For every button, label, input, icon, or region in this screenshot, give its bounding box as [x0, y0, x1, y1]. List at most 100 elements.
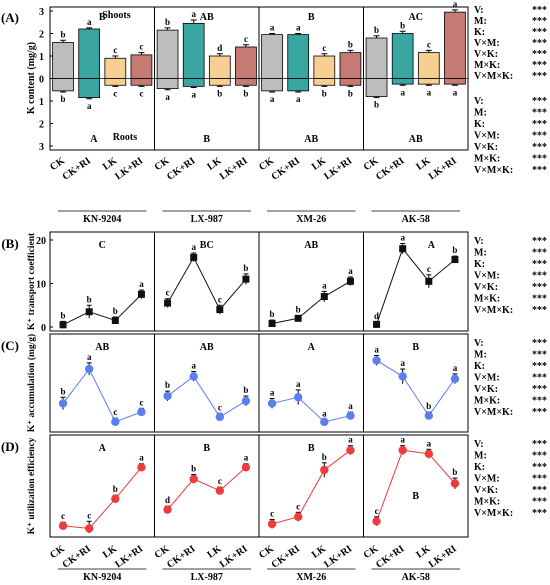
x-tick-label: CK+RI: [270, 155, 302, 182]
group-name: KN-9204: [83, 572, 121, 583]
significance-letter: a: [139, 453, 144, 463]
x-tick-label: LK+RI: [427, 543, 459, 570]
series-line: [167, 256, 247, 311]
shoots-label: Shoots: [102, 10, 130, 21]
significance-letter: a: [348, 266, 353, 276]
y-axis-label: K⁺ accumulation (mg/g): [26, 334, 37, 432]
data-point: [241, 396, 251, 406]
bar: [444, 11, 466, 79]
series-line: [271, 396, 351, 423]
group-name: XM-26: [296, 214, 326, 225]
data-point: [294, 314, 302, 322]
stat-label: V×M:: [474, 373, 500, 384]
stat-label: V:: [474, 5, 484, 16]
panel-label: (D): [1, 439, 19, 454]
bar: [156, 29, 179, 79]
bar: [261, 34, 283, 79]
stat-label: V:: [474, 96, 484, 107]
stat-label: K:: [474, 259, 485, 270]
significance-letter: c: [113, 407, 117, 417]
stat-label: K:: [474, 361, 485, 372]
group-name: AK-58: [402, 214, 430, 225]
stat-value: ***: [532, 338, 547, 349]
significance-letter: b: [61, 310, 66, 320]
stat-value: ***: [532, 236, 547, 247]
data-point: [111, 417, 120, 427]
data-point: [163, 391, 172, 401]
data-point: [215, 486, 225, 495]
bar: [52, 78, 74, 92]
group-letter: B: [412, 491, 419, 502]
significance-letter: d: [374, 311, 379, 321]
stat-label: M:: [474, 350, 487, 361]
stat-value: ***: [532, 396, 547, 407]
significance-letter: b: [322, 452, 327, 462]
data-point: [373, 320, 381, 328]
stat-label: M:: [474, 16, 487, 27]
y-tick-label: 10: [36, 280, 46, 291]
significance-letter: b: [61, 386, 66, 396]
bar: [235, 46, 257, 79]
data-point: [267, 519, 277, 529]
stat-value: ***: [532, 282, 547, 293]
stat-label: V×M×K:: [474, 508, 513, 519]
group-name: KN-9204: [83, 214, 121, 225]
significance-letter: c: [322, 43, 326, 53]
significance-letter: b: [400, 20, 405, 30]
data-point: [189, 372, 198, 381]
data-point: [320, 293, 328, 301]
significance-letter: c: [166, 288, 170, 298]
bar: [444, 78, 466, 85]
significance-letter: c: [113, 45, 117, 55]
group-letter: AB: [200, 342, 214, 353]
x-tick-label: CK+RI: [374, 155, 406, 182]
bar: [156, 78, 179, 90]
stat-label: K:: [474, 27, 485, 38]
data-point: [111, 316, 119, 324]
stat-value: ***: [532, 38, 547, 49]
bar: [130, 54, 153, 79]
stat-value: ***: [532, 474, 547, 485]
data-point: [59, 321, 67, 329]
group-letter: B: [308, 443, 315, 454]
significance-letter: c: [427, 264, 431, 274]
group-letter: AB: [304, 134, 318, 145]
significance-letter: c: [113, 88, 117, 98]
stat-value: ***: [532, 154, 547, 165]
bar: [365, 37, 388, 79]
group-letter: B: [203, 443, 210, 454]
x-tick-label: LK+RI: [218, 155, 250, 182]
significance-letter: a: [348, 435, 353, 445]
bar: [287, 34, 310, 79]
data-point: [242, 275, 250, 283]
data-point: [85, 308, 93, 316]
data-point: [216, 306, 224, 314]
stat-label: V×M:: [474, 474, 500, 485]
x-tick-label: CK+RI: [165, 543, 197, 570]
x-tick-label: LK+RI: [322, 155, 354, 182]
significance-letter: b: [243, 88, 248, 98]
significance-letter: b: [452, 245, 457, 255]
x-tick-label: CK+RI: [61, 543, 93, 570]
significance-letter: a: [453, 87, 458, 97]
x-tick-label: CK+RI: [165, 155, 197, 182]
y-tick-label: 2: [39, 120, 44, 131]
y-tick-label: 0: [39, 75, 44, 86]
series-line: [376, 247, 456, 325]
data-point: [399, 245, 407, 253]
data-point: [320, 417, 329, 427]
significance-letter: b: [452, 467, 457, 477]
stat-value: ***: [532, 16, 547, 27]
stat-label: V×M:: [474, 271, 500, 282]
stat-label: V×M×K:: [474, 71, 513, 82]
significance-letter: b: [165, 17, 170, 27]
significance-letter: c: [270, 509, 274, 519]
significance-letter: a: [348, 401, 353, 411]
stat-value: ***: [532, 508, 547, 519]
significance-letter: a: [270, 23, 275, 33]
significance-letter: a: [296, 94, 301, 104]
bar: [391, 78, 414, 85]
significance-letter: c: [61, 511, 65, 521]
stat-value: ***: [532, 384, 547, 395]
significance-letter: b: [243, 263, 248, 273]
